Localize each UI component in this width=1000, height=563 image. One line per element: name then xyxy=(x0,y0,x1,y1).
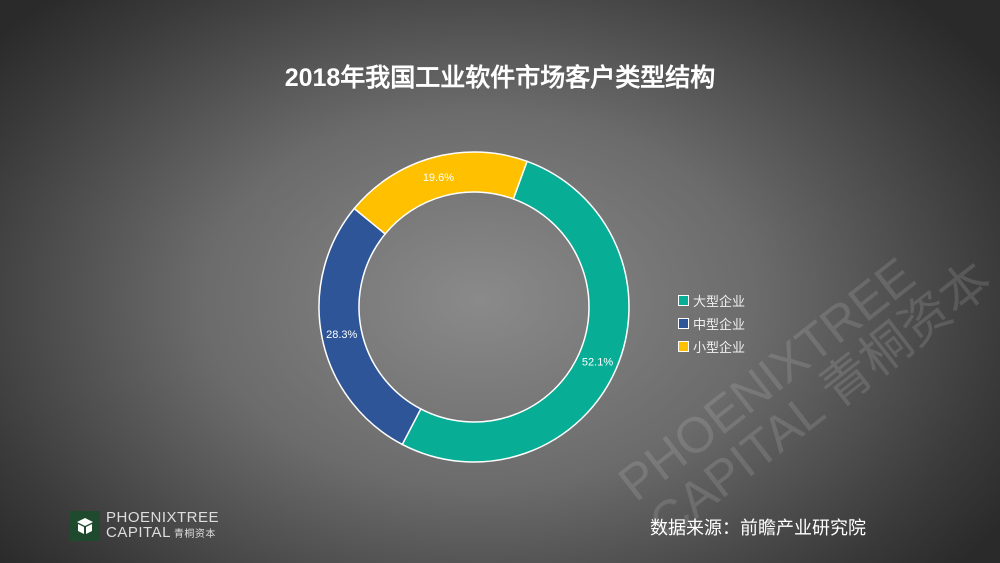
legend-item-small: 小型企业 xyxy=(678,335,745,358)
legend-item-medium: 中型企业 xyxy=(678,312,745,335)
chart-title: 2018年我国工业软件市场客户类型结构 xyxy=(284,64,716,92)
data-label: 28.3% xyxy=(326,329,357,341)
slice-medium xyxy=(318,207,422,446)
legend-swatch xyxy=(678,341,689,352)
legend-item-large: 大型企业 xyxy=(678,289,745,312)
legend-label: 大型企业 xyxy=(693,294,746,309)
legend-label: 中型企业 xyxy=(693,317,746,332)
slice-small xyxy=(353,151,528,235)
data-label: 52.1% xyxy=(582,356,613,368)
legend-swatch xyxy=(678,318,689,329)
legend-label: 小型企业 xyxy=(693,340,746,355)
legend: 大型企业 中型企业 小型企业 xyxy=(678,289,745,358)
logo-cn: 青桐资本 xyxy=(173,529,216,540)
legend-swatch xyxy=(678,295,689,306)
slice-large xyxy=(401,160,630,463)
source-note: 数据来源：前瞻产业研究院 xyxy=(650,518,866,538)
data-label: 19.6% xyxy=(423,172,454,184)
cube-logo-icon xyxy=(70,511,100,541)
logo-line2: CAPITAL xyxy=(106,524,171,541)
logo: PHOENIXTREE CAPITAL 青桐资本 xyxy=(70,510,219,542)
logo-line1: PHOENIXTREE xyxy=(106,509,220,526)
